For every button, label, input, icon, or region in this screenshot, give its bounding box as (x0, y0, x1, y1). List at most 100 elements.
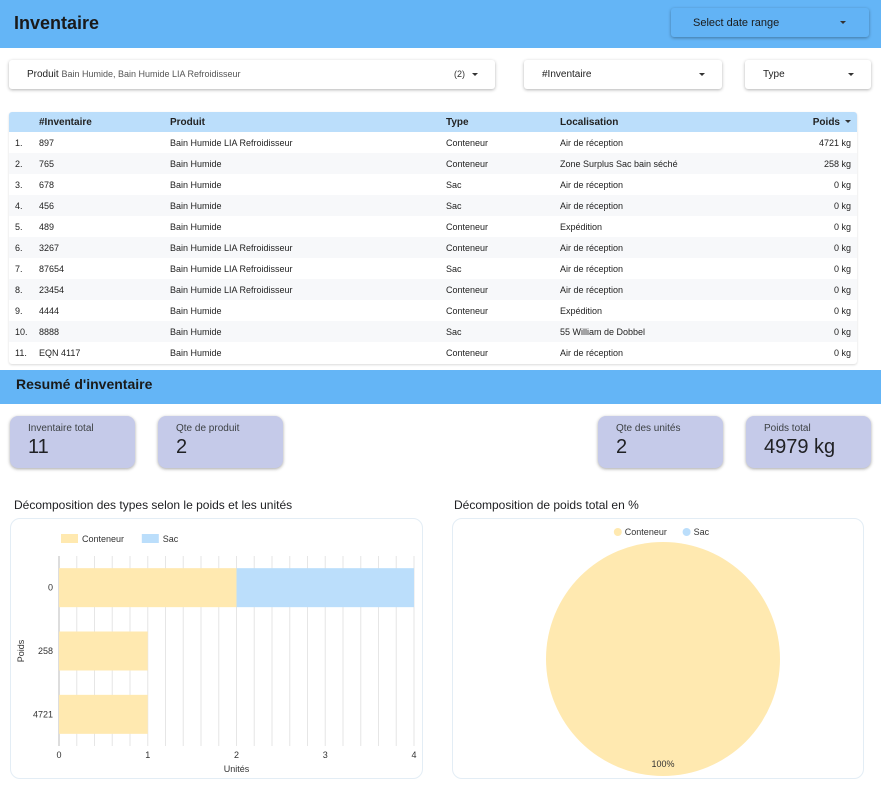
col-localisation-header[interactable]: Localisation (560, 116, 619, 128)
legend-label: Conteneur (625, 527, 667, 537)
cell-produit: Bain Humide LIA Refroidisseur (170, 137, 293, 148)
table-row[interactable]: 8. 23454 Bain Humide LIA Refroidisseur Cont… (9, 279, 857, 300)
cell-poids: 0 kg (833, 242, 851, 253)
col-produit-header[interactable]: Produit (170, 116, 205, 128)
table-row[interactable]: 10. 8888 Bain Humide Sac 55 William de Dobbe… (9, 321, 857, 342)
cell-inv: 765 (39, 158, 55, 169)
y-tick-label: 4721 (33, 709, 53, 719)
legend-label: Conteneur (82, 534, 124, 544)
col-index-header (9, 112, 39, 132)
caret-down-icon (840, 21, 846, 24)
bar-conteneur-4721 (59, 694, 148, 734)
cell-type: Conteneur (446, 221, 489, 232)
pie-chart: Conteneur Sac 100% (546, 527, 780, 776)
col-poids-label: Poids (812, 116, 840, 128)
table-row[interactable]: 9. 4444 Bain Humide Conteneur Expédition 0 kg (9, 300, 857, 321)
cell-type: Conteneur (446, 137, 489, 148)
kpi-label: Qte de produit (176, 423, 240, 434)
cell-poids: 4721 kg (818, 137, 851, 148)
cell-loc: Air de réception (560, 137, 624, 148)
x-axis-label: Unités (224, 764, 250, 774)
cell-produit: Bain Humide LIA Refroidisseur (170, 242, 293, 253)
cell-idx: 3. (15, 179, 23, 190)
cell-poids: 0 kg (833, 347, 851, 358)
cell-produit: Bain Humide (170, 221, 222, 232)
inventaire-filter[interactable]: #Inventaire (524, 60, 722, 89)
cell-poids: 258 kg (823, 158, 851, 169)
inventory-table: #Inventaire Produit Type Localisation Po… (9, 112, 857, 364)
cell-inv: 3267 (39, 242, 60, 253)
cell-loc: Expédition (560, 221, 603, 232)
cell-loc: Air de réception (560, 263, 624, 274)
legend-dot-conteneur (613, 528, 622, 536)
cell-type: Conteneur (446, 284, 489, 295)
date-range-dropdown[interactable]: Select date range (671, 8, 869, 37)
cell-loc: Zone Surplus Sac bain séché (560, 158, 678, 169)
cell-produit: Bain Humide (170, 326, 222, 337)
cell-idx: 4. (15, 200, 23, 211)
kpi-label: Qte des unités (616, 423, 681, 434)
table-row[interactable]: 4. 456 Bain Humide Sac Air de réception 0 kg (9, 195, 857, 216)
cell-poids: 0 kg (833, 179, 851, 190)
summary-title: Resumé d'inventaire (16, 376, 153, 392)
cell-idx: 10. (15, 326, 28, 337)
cell-idx: 2. (15, 158, 23, 169)
produit-filter[interactable]: Produit Bain Humide, Bain Humide LIA Ref… (9, 60, 495, 89)
table-row[interactable]: 6. 3267 Bain Humide LIA Refroidisseur Conte… (9, 237, 857, 258)
table-row[interactable]: 1. 897 Bain Humide LIA Refroidisseur Conten… (9, 132, 857, 153)
table-row[interactable]: 11. EQN 4117 Bain Humide Conteneur Air de ré… (9, 342, 857, 363)
cell-idx: 7. (15, 263, 23, 274)
cell-inv: 489 (39, 221, 55, 232)
col-poids-header[interactable]: Poids (760, 112, 857, 132)
cell-inv: 4444 (39, 305, 60, 316)
cell-type: Sac (446, 326, 462, 337)
kpi-value: 2 (616, 436, 628, 458)
caret-down-icon (472, 73, 478, 76)
cell-inv: 897 (39, 137, 55, 148)
cell-loc: Air de réception (560, 347, 624, 358)
cell-loc: Air de réception (560, 200, 624, 211)
legend-swatch-conteneur (61, 534, 78, 543)
cell-loc: Air de réception (560, 242, 624, 253)
col-inventaire-header[interactable]: #Inventaire (39, 116, 92, 128)
sort-desc-icon (845, 120, 851, 124)
kpi-value: 11 (28, 436, 49, 458)
produit-filter-count: (2) (454, 69, 465, 79)
kpi-label: Poids total (764, 423, 811, 434)
kpi-qte-produit: Qte de produit 2 (158, 416, 283, 468)
cell-produit: Bain Humide LIA Refroidisseur (170, 284, 293, 295)
type-filter[interactable]: Type (745, 60, 871, 89)
cell-idx: 5. (15, 221, 23, 232)
cell-loc: Expédition (560, 305, 603, 316)
produit-filter-label: Produit (27, 69, 59, 80)
summary-header: Resumé d'inventaire (0, 370, 881, 404)
cell-produit: Bain Humide (170, 200, 222, 211)
bar-chart-title: Décomposition des types selon le poids e… (14, 498, 293, 512)
cell-inv: EQN 4117 (39, 347, 81, 358)
cell-poids: 0 kg (833, 263, 851, 274)
kpi-qte-unites: Qte des unités 2 (598, 416, 723, 468)
bar-chart-card: Conteneur Sac 0 258 4721 0 1 2 3 4 Unités Poids (10, 518, 423, 779)
y-tick-label: 0 (48, 583, 53, 593)
x-tick-label: 1 (145, 750, 150, 760)
y-axis-label: Poids (16, 639, 26, 662)
pie-chart-title: Décomposition de poids total en % (454, 498, 639, 512)
cell-type: Sac (446, 179, 462, 190)
cell-inv: 87654 (39, 263, 65, 274)
legend-dot-sac (682, 528, 691, 536)
cell-inv: 8888 (39, 326, 60, 337)
cell-type: Sac (446, 263, 462, 274)
page-header: Inventaire Select date range (0, 0, 881, 48)
table-row[interactable]: 2. 765 Bain Humide Conteneur Zone Surplus Sa… (9, 153, 857, 174)
x-tick-label: 3 (323, 750, 328, 760)
table-row[interactable]: 7. 87654 Bain Humide LIA Refroidisseur Sac A… (9, 258, 857, 279)
cell-idx: 1. (15, 137, 23, 148)
bar-chart: Conteneur Sac 0 258 4721 0 1 2 3 4 Unités Poids (16, 534, 417, 774)
table-row[interactable]: 5. 489 Bain Humide Conteneur Expédition 0 kg (9, 216, 857, 237)
x-tick-label: 2 (234, 750, 239, 760)
col-type-header[interactable]: Type (446, 116, 469, 128)
cell-type: Conteneur (446, 158, 489, 169)
caret-down-icon (699, 73, 705, 76)
cell-poids: 0 kg (833, 200, 851, 211)
table-row[interactable]: 3. 678 Bain Humide Sac Air de réception 0 kg (9, 174, 857, 195)
